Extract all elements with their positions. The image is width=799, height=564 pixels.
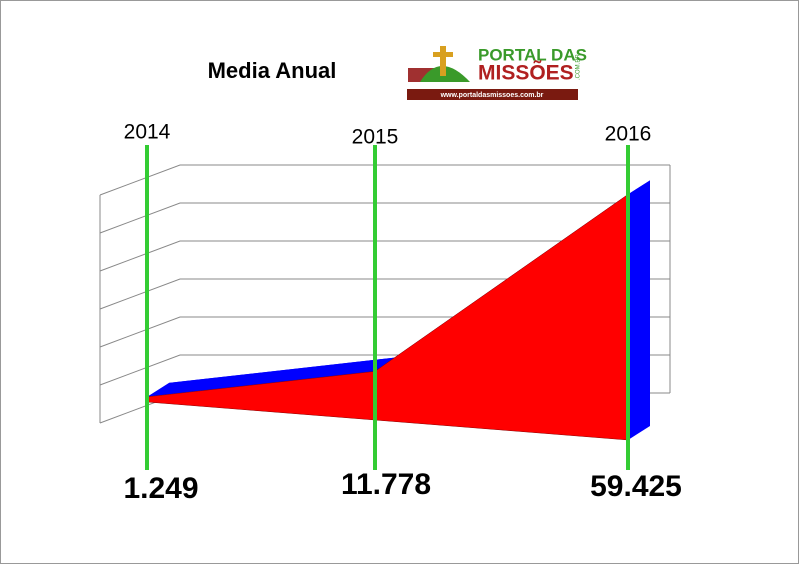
chart-title: Media Anual [208,58,337,83]
logo-line1: PORTAL DAS [478,45,587,64]
value-label: 1.249 [123,472,198,505]
x-tick-label: 2015 [352,126,399,149]
value-label: 11.778 [341,468,431,501]
value-label: 59.425 [590,470,682,503]
logo-banner [407,89,578,100]
logo-suffix: .COM.BR [576,54,582,80]
area-side [628,180,650,441]
logo-url: www.portaldasmissoes.com.br [440,92,544,99]
x-tick-label: 2014 [124,121,171,144]
x-tick-label: 2016 [605,123,652,146]
grid-line [99,164,670,196]
grid-line [99,202,670,234]
logo-cross-bar [433,52,453,57]
grid-line [99,240,670,272]
logo-line2: MISSÕES [478,61,574,85]
logo: PORTAL DAS MISSÕES .COM.BR www.portaldas… [407,45,587,100]
logo-cross [440,46,446,76]
